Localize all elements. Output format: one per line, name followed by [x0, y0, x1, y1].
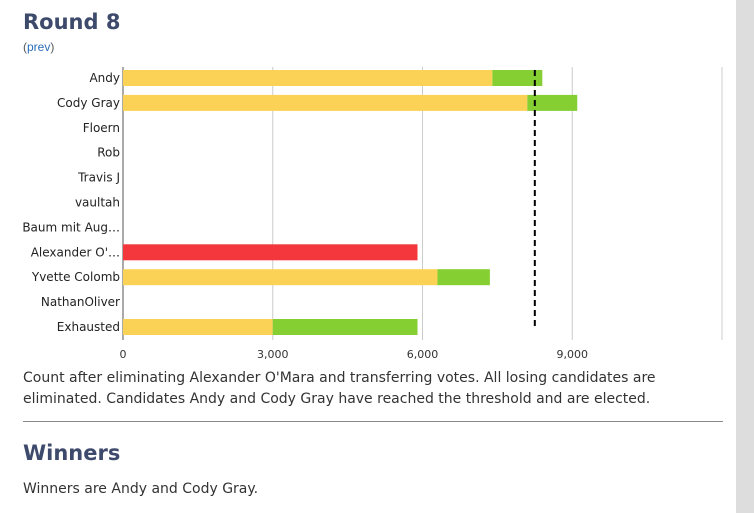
prev-nav: (prev) — [23, 40, 54, 54]
prev-close-paren: ) — [50, 40, 55, 54]
previous-votes-bar — [123, 319, 273, 335]
round-description: Count after eliminating Alexander O'Mara… — [23, 370, 656, 407]
candidate-label: vaultah — [75, 196, 120, 210]
transferred-votes-bar — [492, 70, 543, 86]
winners-text: Winners are Andy and Cody Gray. — [23, 481, 259, 497]
candidate-label: Cody Gray — [57, 96, 120, 110]
round-chart: 0 3,000 6,000 9,000 Andy Cody Gray Floern Rob Tr… — [22, 67, 723, 361]
eliminated-bar — [123, 244, 418, 261]
results-panel: Round 8 (prev) 0 3,000 6,000 9,000 Andy Cody … — [0, 0, 736, 513]
section-divider — [23, 421, 723, 422]
transferred-votes-bar — [272, 319, 418, 335]
prev-open-paren: ( — [23, 40, 27, 54]
previous-votes-bar — [123, 70, 493, 86]
candidate-label: Yvette Colomb — [31, 270, 120, 284]
prev-round-link[interactable]: prev — [27, 40, 51, 54]
x-tick-label: 0 — [120, 348, 127, 361]
round-title: Round 8 — [23, 10, 121, 34]
candidate-label: Alexander O'… — [31, 245, 120, 259]
x-tick-label: 6,000 — [407, 348, 439, 361]
candidate-label: NathanOliver — [41, 295, 120, 309]
transferred-votes-bar — [437, 269, 490, 286]
x-tick-label: 3,000 — [257, 348, 289, 361]
candidate-label: Exhausted — [57, 320, 120, 334]
candidate-label: Rob — [97, 146, 120, 160]
previous-votes-bar — [123, 94, 528, 111]
candidate-label: Floern — [83, 121, 120, 135]
winners-title: Winners — [23, 441, 121, 465]
candidate-label: Baum mit Aug… — [22, 220, 120, 234]
x-tick-label: 9,000 — [557, 348, 589, 361]
previous-votes-bar — [123, 269, 438, 286]
transferred-votes-bar — [527, 94, 578, 111]
candidate-label: Andy — [89, 71, 120, 85]
candidate-label: Travis J — [77, 171, 120, 185]
